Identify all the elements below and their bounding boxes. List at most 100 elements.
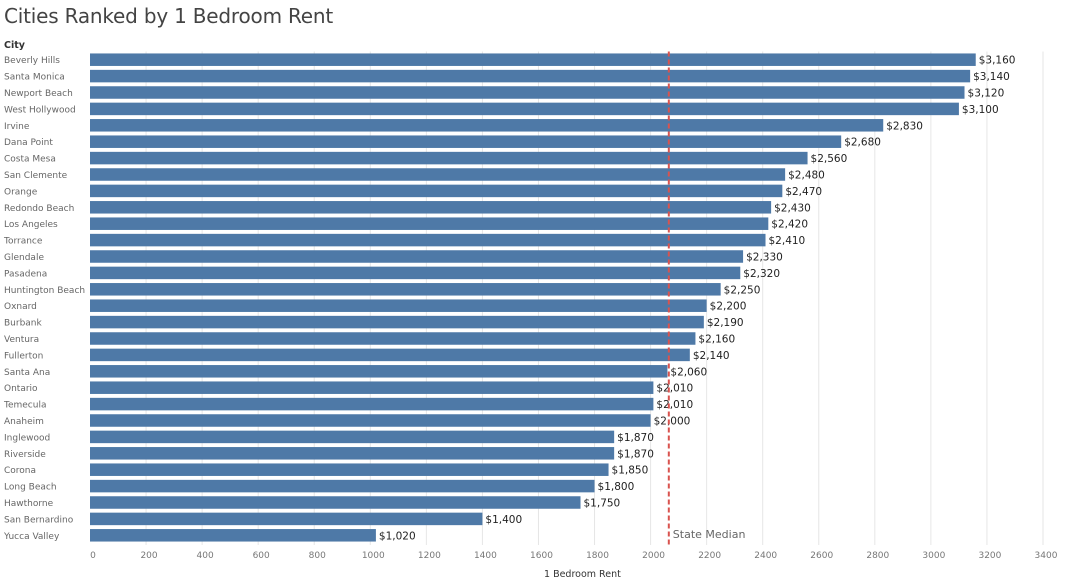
bar — [90, 201, 772, 214]
bar — [90, 348, 690, 362]
x-tick-label: 1600 — [530, 551, 553, 561]
value-label: $2,410 — [769, 235, 806, 247]
value-label: $3,120 — [968, 88, 1005, 100]
category-label: Long Beach — [4, 483, 57, 493]
category-label: Glendale — [4, 253, 44, 263]
value-label: $2,000 — [654, 416, 691, 428]
category-label: Costa Mesa — [4, 155, 56, 165]
category-label: Irvine — [4, 122, 30, 132]
value-label: $1,850 — [612, 465, 649, 477]
x-tick-label: 2800 — [866, 551, 889, 561]
value-label: $2,250 — [724, 284, 761, 296]
x-tick-label: 1400 — [474, 551, 497, 561]
category-label: Oxnard — [4, 302, 37, 312]
value-label: $2,830 — [886, 120, 923, 132]
bar — [90, 430, 615, 444]
bar — [90, 250, 744, 263]
category-label: Santa Ana — [4, 368, 50, 378]
x-tick-label: 2000 — [642, 551, 665, 561]
x-tick-label: 0 — [90, 551, 96, 561]
value-label: $1,750 — [584, 498, 621, 510]
x-tick-label: 2600 — [810, 551, 833, 561]
value-label: $2,320 — [743, 268, 780, 280]
value-label: $1,800 — [598, 481, 635, 493]
bar — [90, 463, 609, 476]
bar — [90, 414, 651, 427]
value-label: $2,430 — [774, 202, 811, 214]
value-label: $2,160 — [698, 334, 735, 346]
bar — [90, 479, 595, 493]
bar — [90, 365, 668, 378]
value-label: $1,400 — [485, 514, 522, 526]
x-tick-label: 800 — [309, 551, 326, 561]
category-label: Inglewood — [4, 433, 50, 443]
value-label: $2,560 — [811, 153, 848, 165]
category-label: Temecula — [3, 401, 46, 411]
chart-title: Cities Ranked by 1 Bedroom Rent — [4, 4, 334, 28]
bar — [90, 151, 808, 165]
bar — [90, 119, 884, 132]
bar — [90, 529, 376, 542]
bar — [90, 233, 766, 247]
value-label: $1,870 — [617, 448, 654, 460]
x-tick-label: 400 — [197, 551, 214, 561]
category-label: Santa Monica — [4, 73, 65, 83]
value-label: $2,470 — [785, 186, 822, 198]
x-tick-label: 600 — [253, 551, 270, 561]
category-labels: Beverly Hills Santa Monica Newport Beach We… — [3, 56, 85, 542]
category-label: Redondo Beach — [4, 204, 74, 214]
x-tick-label: 200 — [140, 551, 157, 561]
category-label: Riverside — [4, 450, 46, 460]
value-label: $2,060 — [670, 366, 707, 378]
reference-line-label: State Median — [673, 528, 746, 541]
bar — [90, 184, 783, 198]
value-label: $2,200 — [710, 301, 747, 313]
bar — [90, 512, 483, 526]
bar — [90, 397, 654, 411]
value-label: $2,480 — [788, 170, 825, 182]
x-tick-label: 1200 — [418, 551, 441, 561]
category-label: Dana Point — [4, 138, 53, 148]
reference-line-group: State Median — [667, 51, 746, 545]
category-label: West Hollywood — [4, 105, 76, 115]
category-label: San Bernardino — [4, 515, 74, 525]
bar — [90, 315, 704, 329]
value-label: $2,330 — [746, 252, 783, 264]
category-label: Hawthorne — [4, 499, 54, 509]
x-tick-label: 2400 — [754, 551, 777, 561]
bar — [90, 283, 721, 296]
category-label: Corona — [4, 466, 36, 476]
x-tick-label: 3000 — [922, 551, 945, 561]
grid-lines — [145, 51, 1044, 545]
value-label: $2,140 — [693, 350, 730, 362]
x-tick-label: 3400 — [1035, 551, 1058, 561]
x-tick-labels: 0 200 400 600 800 1000 1200 1400 1600 1800 2000 220… — [90, 551, 1058, 561]
category-label: Ontario — [4, 384, 38, 394]
category-label: Yucca Valley — [3, 532, 60, 542]
bar — [90, 266, 741, 280]
category-label: Burbank — [4, 319, 43, 329]
category-label: Newport Beach — [4, 89, 73, 99]
bar — [90, 299, 707, 312]
bar — [90, 53, 976, 66]
bar — [90, 381, 654, 394]
category-label: Anaheim — [4, 417, 44, 427]
bar — [90, 69, 971, 83]
category-label: Huntington Beach — [4, 286, 85, 296]
value-label: $2,010 — [656, 399, 693, 411]
value-label: $2,190 — [707, 317, 744, 329]
category-label: Ventura — [4, 335, 39, 345]
category-label: Torrance — [3, 237, 43, 247]
value-label: $2,680 — [844, 137, 881, 149]
value-label: $2,420 — [771, 219, 808, 231]
bar — [90, 168, 786, 181]
bars-group — [90, 53, 976, 542]
value-label: $3,100 — [962, 104, 999, 116]
bar — [90, 332, 696, 345]
category-header: City — [4, 40, 25, 51]
x-tick-label: 3200 — [978, 551, 1001, 561]
bar — [90, 135, 842, 148]
x-tick-label: 2200 — [698, 551, 721, 561]
value-label: $2,010 — [656, 383, 693, 395]
x-tick-label: 1000 — [362, 551, 385, 561]
